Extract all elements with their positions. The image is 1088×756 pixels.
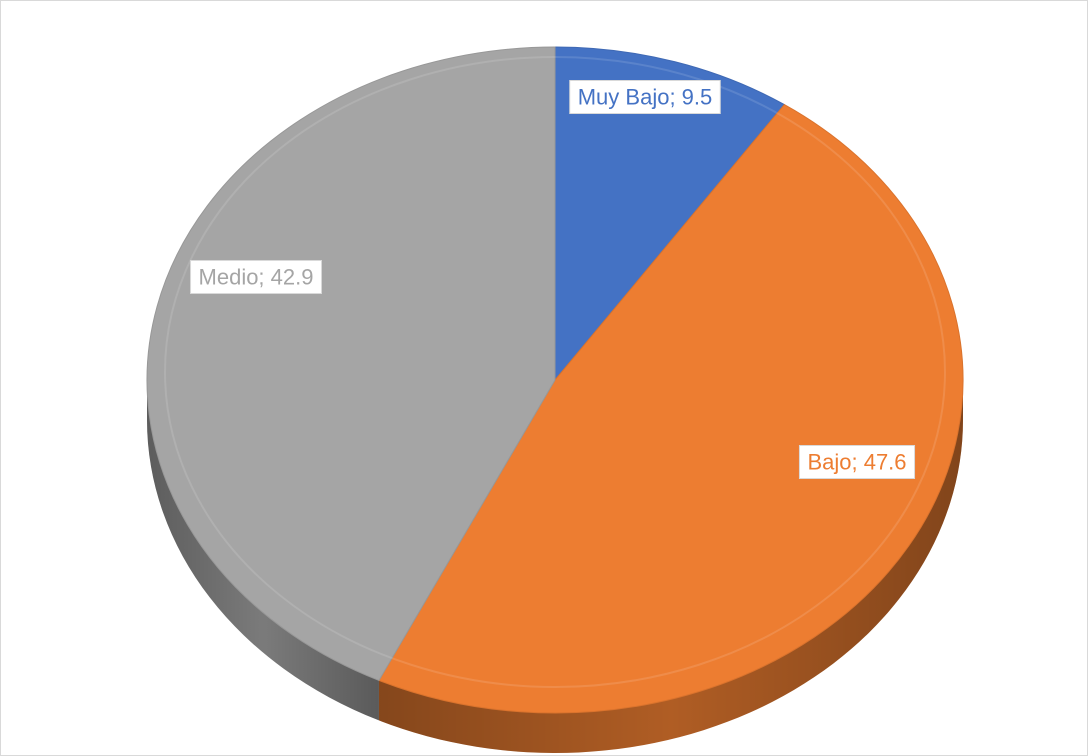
data-label-text: Muy Bajo; 9.5	[578, 85, 713, 110]
data-label-bajo: Bajo; 47.6	[798, 445, 916, 479]
data-label-muy-bajo: Muy Bajo; 9.5	[569, 80, 721, 114]
data-label-box	[190, 260, 322, 294]
pie-slice-medio	[146, 46, 556, 682]
pie-side-shading	[378, 380, 963, 753]
data-label-text: Medio; 42.9	[199, 265, 314, 290]
pie-rim-highlight	[164, 56, 946, 688]
data-label-medio: Medio; 42.9	[190, 260, 322, 294]
pie-side-shading	[147, 380, 379, 721]
data-label-box	[569, 80, 721, 114]
pie-slice-muy-bajo	[554, 46, 786, 382]
pie-slice-bajo	[378, 103, 964, 714]
data-label-text: Bajo; 47.6	[807, 450, 906, 475]
data-label-box	[798, 445, 916, 479]
